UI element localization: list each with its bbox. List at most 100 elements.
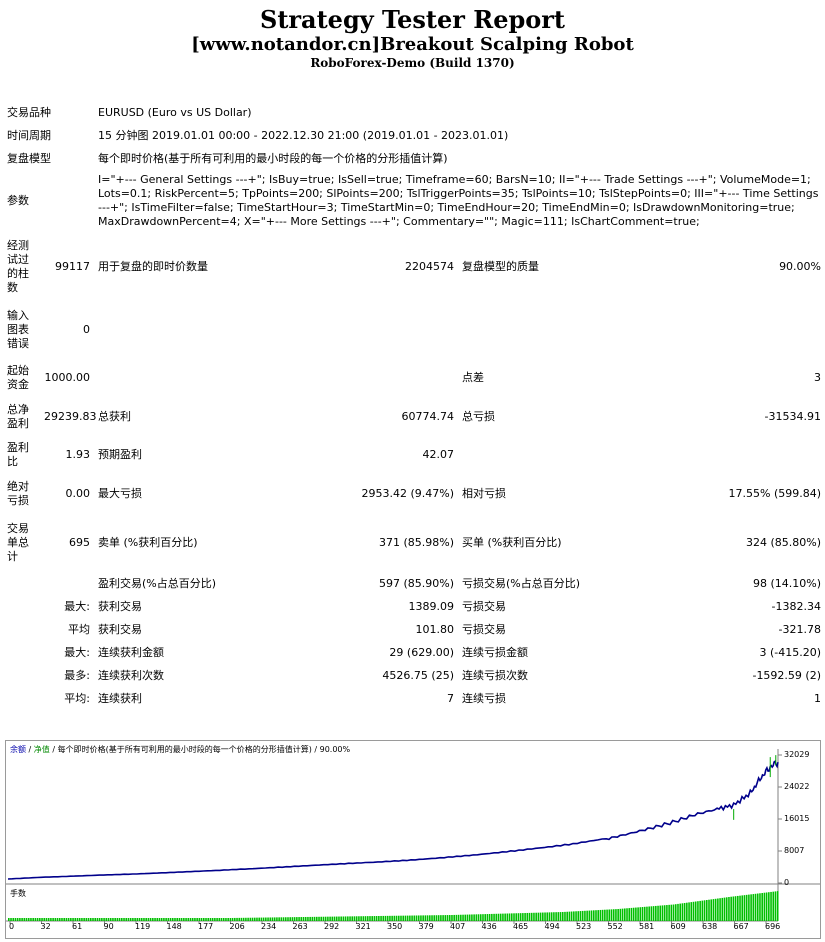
volume-bar: [19, 918, 21, 921]
volume-bar: [191, 918, 194, 921]
trades-label: 交易单总计: [7, 522, 29, 563]
volume-bar: [45, 918, 48, 921]
pf-value: 1.93: [65, 448, 91, 461]
volume-bar: [497, 913, 500, 921]
volume-bar: [641, 907, 644, 921]
volume-bar: [420, 915, 422, 921]
volume-bar: [770, 891, 772, 921]
legend-equity: 净值: [33, 745, 50, 754]
gross-profit-label: 总获利: [98, 410, 131, 423]
volume-bar: [530, 912, 533, 921]
volume-bar: [207, 918, 210, 921]
volume-bar: [287, 917, 289, 921]
volume-bar: [646, 906, 648, 921]
volume-bar: [710, 899, 713, 921]
volume-bar: [393, 915, 396, 921]
volume-bar: [382, 915, 385, 921]
volume-bar: [590, 910, 593, 921]
volume-bar: [273, 917, 276, 921]
volume-bar: [488, 913, 491, 921]
volume-bar: [508, 913, 511, 921]
volume-bar: [107, 918, 110, 921]
x-tick-label: 465: [513, 922, 529, 931]
volume-bar: [451, 915, 453, 921]
volume-bar: [686, 902, 688, 921]
volume-bar: [143, 918, 145, 921]
volume-bar: [43, 918, 46, 921]
volume-bar: [568, 911, 571, 921]
lg-loss-label: 亏损交易: [462, 599, 506, 613]
volume-bar: [61, 918, 63, 921]
x-tick-label: 407: [450, 922, 466, 931]
row-params: 参数 I="+--- General Settings ---+"; IsBuy…: [0, 170, 825, 232]
volume-bar: [220, 918, 223, 921]
volume-bar: [121, 918, 123, 921]
mcw-value: 29 (629.00): [389, 645, 454, 659]
volume-bar: [546, 912, 549, 921]
volume-bar: [253, 917, 256, 921]
report-table: 交易品种 EURUSD (Euro vs US Dollar) 时间周期 15 …: [0, 101, 825, 710]
mcw-label: 连续获利金额: [98, 645, 164, 659]
volume-bar: [752, 894, 755, 921]
volume-bar: [559, 912, 562, 921]
volume-bar: [577, 911, 580, 921]
volume-bar: [187, 918, 190, 921]
volume-bar: [604, 909, 606, 921]
x-tick-label: 148: [166, 922, 182, 931]
volume-bar: [759, 893, 761, 921]
gross-loss-value: -31534.91: [764, 410, 822, 423]
volume-bar: [739, 895, 741, 921]
volume-bar: [624, 908, 626, 921]
volume-bar: [386, 915, 389, 921]
row-bars: 经测试过的柱数 99117 用于复盘的即时价数量 2204574 复盘模型的质量…: [0, 232, 825, 302]
max-prefix-2: 最大:: [64, 645, 90, 659]
volume-bar: [324, 916, 327, 921]
quality-label: 复盘模型的质量: [462, 260, 539, 273]
volume-bar: [147, 918, 150, 921]
volume-bar: [96, 918, 99, 921]
volume-bar: [375, 916, 378, 921]
volume-bar: [92, 918, 94, 921]
volume-bar: [437, 915, 440, 921]
volume-bar: [391, 915, 393, 921]
volume-bar: [41, 918, 43, 921]
mcp-label: 连续获利次数: [98, 668, 164, 682]
volume-bar: [756, 893, 759, 921]
volume-bar: [519, 913, 522, 921]
volume-bar: [234, 917, 236, 921]
volume-bar: [136, 918, 139, 921]
legend-rest: / 每个即时价格(基于所有可利用的最小时段的每一个价格的分形插值计算) / 90…: [52, 745, 351, 754]
absdd-value: 0.00: [65, 487, 91, 500]
volume-bar: [10, 918, 12, 921]
volume-bar: [347, 916, 349, 921]
volume-bar: [158, 918, 161, 921]
y-tick-label: 8007: [784, 846, 805, 855]
volume-bar: [94, 918, 97, 921]
volume-bar: [355, 916, 358, 921]
gross-profit-value: 60774.74: [401, 410, 455, 423]
volume-bar: [262, 917, 265, 921]
net-label: 总净盈利: [7, 403, 29, 430]
loss-value: 98 (14.10%): [752, 576, 822, 590]
volume-bar: [522, 913, 524, 921]
volume-bar: [422, 915, 424, 921]
volume-bar: [302, 917, 305, 921]
volume-bar: [309, 916, 311, 921]
volume-bar: [366, 916, 369, 921]
volume-bar: [231, 917, 234, 921]
volume-bar: [637, 907, 639, 921]
volume-label: 手数: [10, 889, 26, 898]
volume-bar: [725, 897, 728, 921]
volume-bar: [433, 915, 436, 921]
acl-value: 1: [814, 691, 822, 705]
volume-bar: [462, 914, 464, 921]
pf-label: 盈利比: [7, 441, 29, 468]
x-tick-label: 263: [292, 922, 308, 931]
period-label: 时间周期: [7, 128, 51, 142]
payoff-value: 42.07: [422, 448, 455, 461]
volume-bar: [510, 913, 513, 921]
volume-bar: [389, 915, 391, 921]
volume-bar: [661, 905, 664, 921]
volume-bar: [194, 918, 196, 921]
volume-bar: [180, 918, 183, 921]
